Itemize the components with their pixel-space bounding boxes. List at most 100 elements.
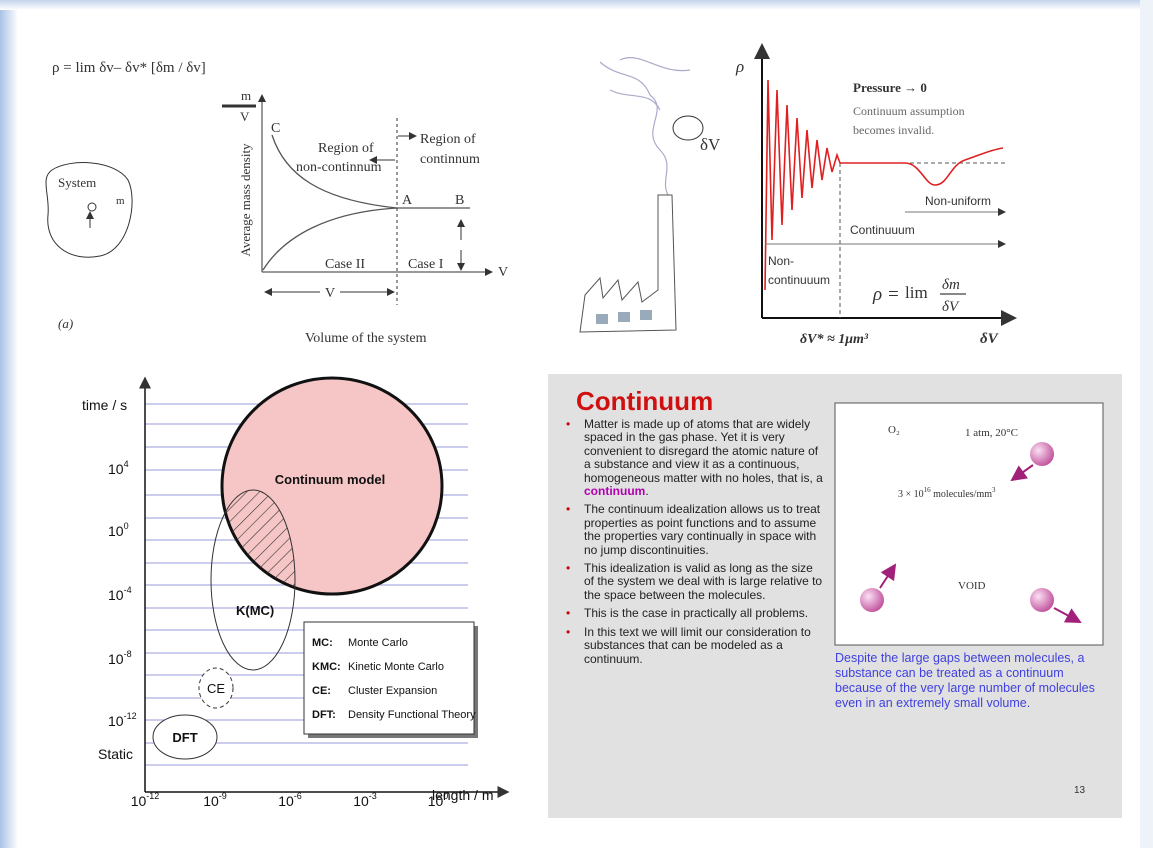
non-continuum-2: continuuum: [768, 273, 830, 287]
tick-label: 10-8: [108, 649, 132, 667]
case-1: Case I: [408, 257, 444, 272]
density-den: V: [240, 109, 250, 124]
tick-base: 10: [203, 793, 219, 809]
formula-lhs: ρ =: [872, 284, 900, 305]
tick-exp: 4: [124, 459, 129, 469]
bullet: This is the case in practically all prob…: [584, 607, 824, 620]
kmc-label: K(MC): [236, 603, 274, 618]
tick-label: 10-3: [353, 791, 377, 809]
legend-desc: Kinetic Monte Carlo: [348, 661, 444, 673]
formula-den: δV: [942, 299, 960, 315]
y-axis-title: Average mass density: [238, 143, 253, 257]
frame-top: [0, 0, 1153, 10]
window: [618, 312, 630, 322]
highlight: continuum: [584, 484, 645, 498]
legend-abbr: MC:: [312, 637, 333, 649]
y-title: time / s: [82, 397, 127, 413]
void: VOID: [958, 580, 986, 592]
tick-base: 10: [108, 587, 124, 603]
legend-desc: Cluster Expansion: [348, 685, 437, 697]
pressure: Pressure → 0: [853, 80, 927, 95]
mass-point: [88, 203, 96, 211]
tick-label: 104: [108, 459, 129, 477]
bullet-tail: .: [645, 484, 648, 498]
legend-abbr: CE:: [312, 685, 331, 697]
molecule: [860, 588, 884, 612]
dv-label: δV: [700, 135, 721, 154]
b-x-title: δV: [980, 331, 1000, 347]
formula: ρ = lim δv– δv* [δm / δv]: [52, 60, 206, 76]
overlap-hatch: [211, 490, 295, 670]
gas: O₂: [888, 424, 900, 436]
note-2: becomes invalid.: [853, 123, 934, 137]
tick-exp: -12: [146, 791, 159, 801]
region-cont-2: continnum: [420, 152, 480, 167]
tick-label: 100: [108, 521, 129, 539]
continuum: Continuuum: [850, 223, 915, 237]
mass-label: m: [116, 195, 125, 207]
non-continuum-1: Non-: [768, 254, 794, 268]
factory: [580, 195, 676, 332]
point-a: A: [402, 193, 413, 208]
dft-label: DFT: [172, 730, 197, 745]
note-1: Continuum assumption: [853, 104, 965, 118]
point-c: C: [271, 121, 280, 136]
density-unit-exp: 3: [992, 486, 996, 494]
tick-label: 10-12: [108, 711, 137, 729]
bullets: Matter is made up of atoms that are wide…: [562, 418, 824, 671]
rho: ρ: [735, 57, 744, 76]
window: [596, 314, 608, 324]
density: 3 × 1016 molecules/mm3: [898, 486, 996, 500]
inset-caption: Despite the large gaps between molecules…: [835, 651, 1110, 711]
panel-title: Continuum: [576, 386, 713, 416]
tick-exp: -8: [124, 649, 132, 659]
figure-a-label: (a): [58, 316, 73, 331]
region-non-2: non-continnum: [296, 160, 382, 175]
tick-exp: -9: [219, 791, 227, 801]
point-b: B: [455, 193, 464, 208]
tick-label: 10-6: [278, 791, 302, 809]
tick-label: 100: [428, 791, 449, 809]
region-non-1: Region of: [318, 141, 374, 156]
x-axis-title: V: [498, 265, 508, 280]
molecule: [1030, 588, 1054, 612]
bullet-list: Matter is made up of atoms that are wide…: [562, 418, 824, 666]
tick-base: 10: [108, 523, 124, 539]
tick-exp: -4: [124, 585, 132, 595]
bullet: Matter is made up of atoms that are wide…: [584, 418, 824, 498]
tick-base: 10: [428, 793, 444, 809]
window: [640, 310, 652, 320]
y-static: Static: [98, 746, 133, 762]
density-num: m: [241, 88, 251, 103]
case-2: Case II: [325, 257, 365, 272]
legend-abbr: DFT:: [312, 709, 336, 721]
tick-label: 10-12: [131, 791, 160, 809]
v-span: V: [325, 286, 335, 301]
formula-lim: lim: [905, 283, 928, 302]
tick-base: 10: [353, 793, 369, 809]
page-number: 13: [1074, 785, 1086, 796]
formula-num: δm: [942, 277, 960, 293]
x-caption: Volume of the system: [305, 331, 427, 346]
frame-right: [1140, 0, 1153, 848]
system-label: System: [58, 175, 96, 190]
tick-base: 10: [108, 651, 124, 667]
tick-exp: -12: [124, 711, 137, 721]
legend-desc: Density Functional Theory: [348, 709, 476, 721]
tick-base: 10: [278, 793, 294, 809]
slide: ρ = lim δv– δv* [δm / δv] System m (a) m…: [0, 0, 1153, 848]
tick-base: 10: [131, 793, 147, 809]
tick-base: 10: [108, 461, 124, 477]
tick-label: 10-4: [108, 585, 132, 603]
frame-left: [0, 0, 18, 848]
region-cont-1: Region of: [420, 132, 476, 147]
bullet: The continuum idealization allows us to …: [584, 503, 824, 557]
legend-desc: Monte Carlo: [348, 637, 408, 649]
page: { "formula": "ρ = lim δv– δv* [δm / δv]"…: [0, 0, 1153, 848]
tick-exp: -3: [369, 791, 377, 801]
tick-label: 10-9: [203, 791, 227, 809]
continuum-label: Continuum model: [275, 472, 386, 487]
x-star: δV* ≈ 1μm³: [800, 332, 869, 347]
bullet: This idealization is valid as long as th…: [584, 562, 824, 602]
density-base: 3 × 10: [898, 489, 924, 500]
